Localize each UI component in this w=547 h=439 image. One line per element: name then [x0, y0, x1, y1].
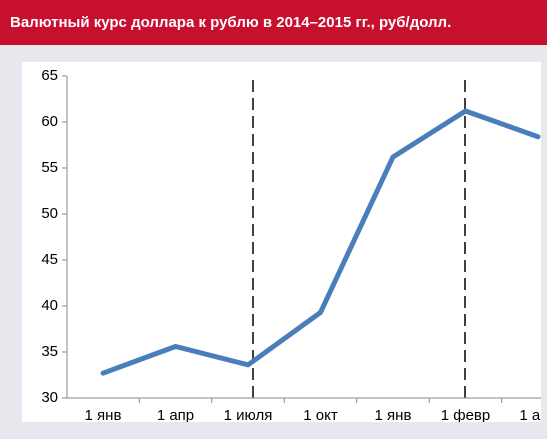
y-tick-label: 40 — [41, 297, 58, 314]
x-tick-label: 1 февр — [441, 407, 491, 424]
plot: 1 янв 1 апр 1 июля 1 окт 1 янв 1 февр 1 апр — [66, 76, 547, 424]
x-tick-label: 1 апр — [519, 407, 547, 424]
y-tick-label: 45 — [41, 251, 58, 268]
line — [100, 108, 541, 376]
chart-title: Валютный курс доллара к рублю в 2014–201… — [10, 14, 451, 31]
y-tick-label: 60 — [41, 113, 58, 130]
plot-area — [22, 62, 541, 422]
y-tick-label: 65 — [41, 67, 58, 84]
y-tick-label: 50 — [41, 205, 58, 222]
x-tick-label: 1 янв — [375, 407, 412, 424]
x-tick-label: 1 апр — [157, 407, 194, 424]
header — [0, 0, 547, 45]
x-tick-label: 1 июля — [224, 407, 273, 424]
y-tick-label: 30 — [41, 389, 58, 406]
x-tick-label: 1 окт — [303, 407, 338, 424]
y-tick-label: 55 — [41, 159, 58, 176]
y-tick-label: 35 — [41, 343, 58, 360]
x-tick-label: 1 янв — [85, 407, 122, 424]
